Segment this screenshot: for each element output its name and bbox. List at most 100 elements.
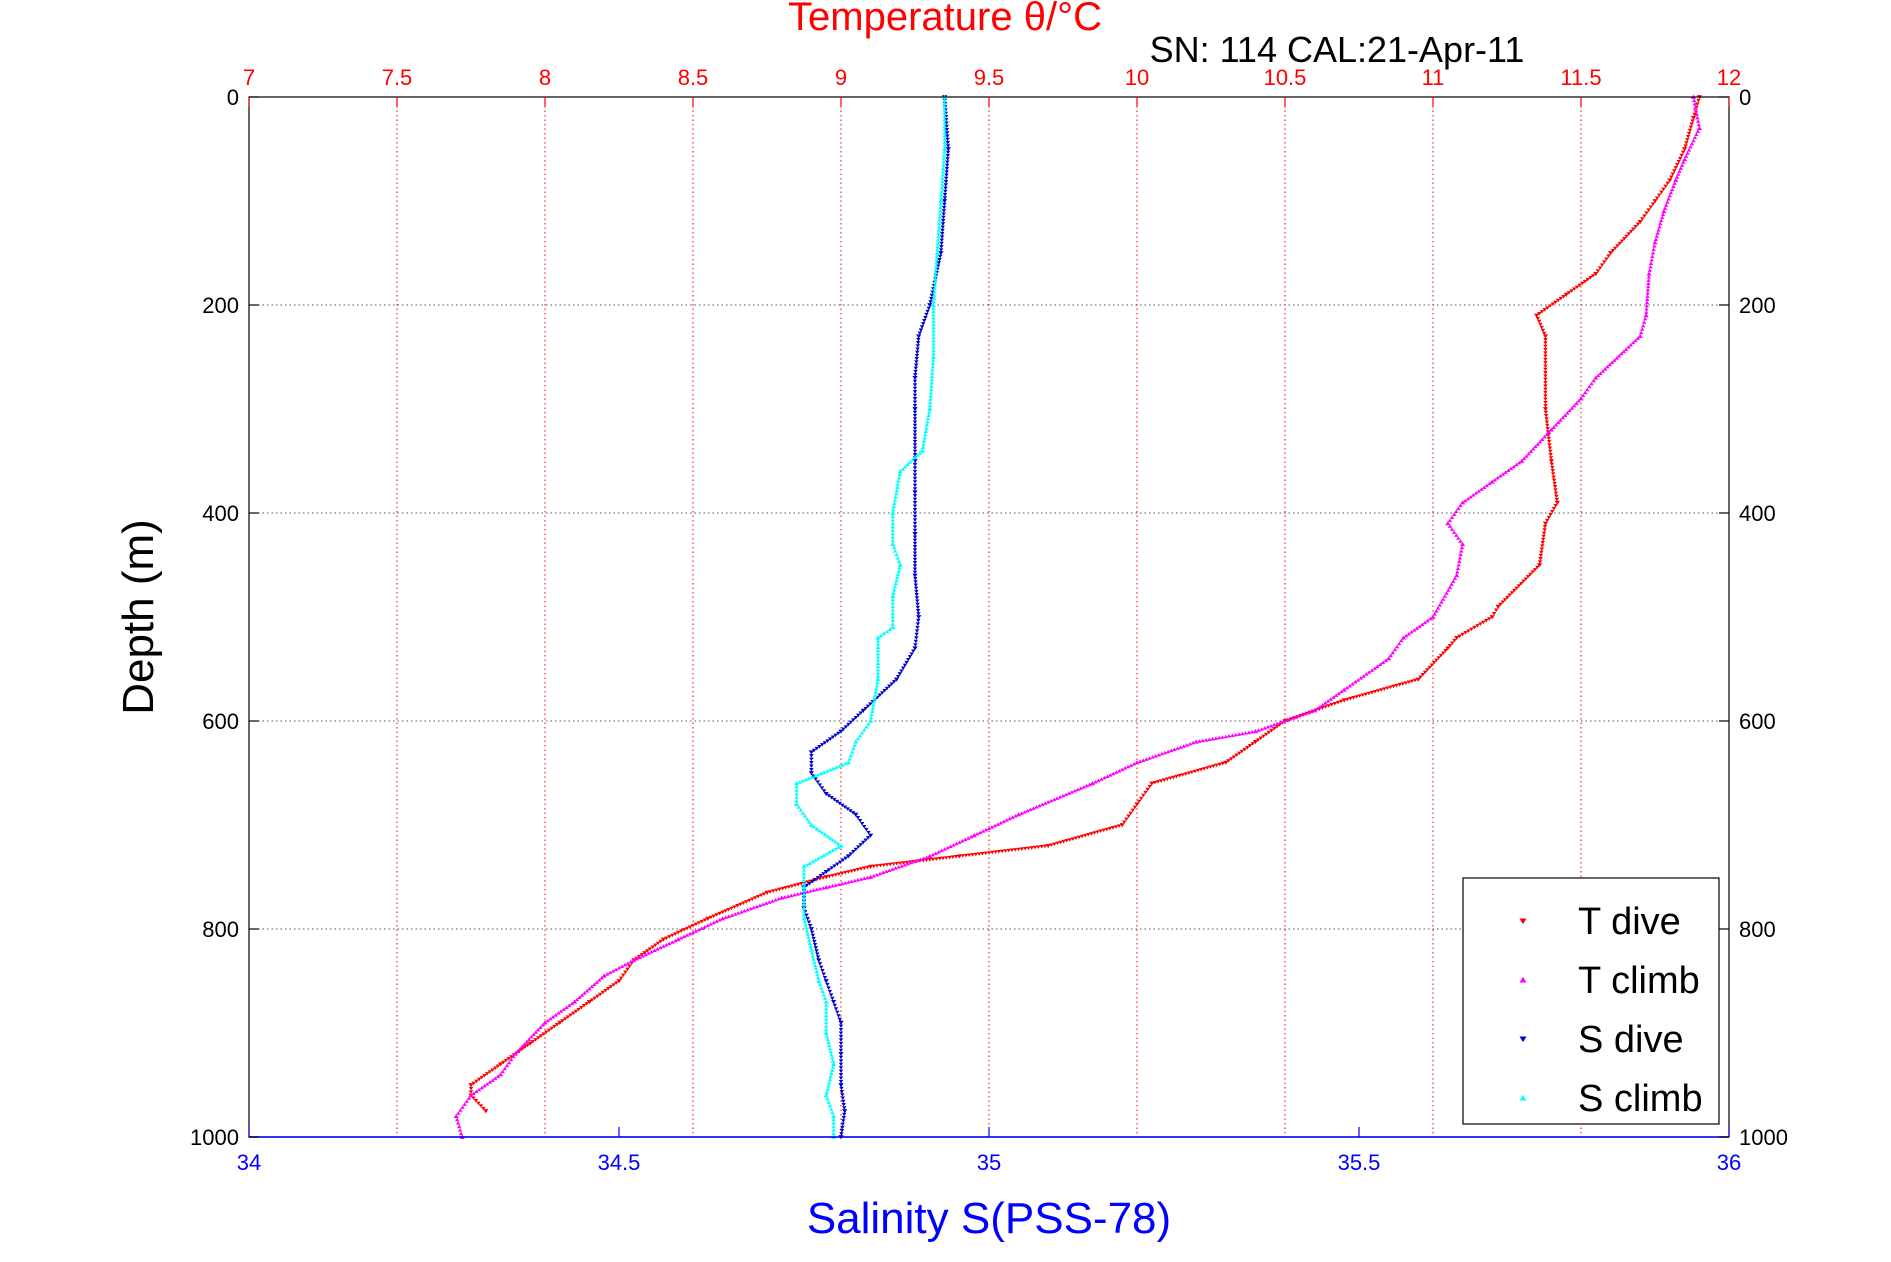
s-climb-point xyxy=(894,488,899,493)
t-dive-point xyxy=(888,862,893,867)
t-dive-point xyxy=(1542,525,1548,529)
t-climb-point xyxy=(1447,518,1453,522)
s-dive-point xyxy=(912,469,918,474)
s-dive-point xyxy=(944,166,950,171)
t-climb-point xyxy=(1323,701,1328,705)
t-dive-point xyxy=(1543,367,1548,372)
t-climb-point xyxy=(1403,633,1409,638)
s-climb-point xyxy=(822,832,828,836)
s-climb-point xyxy=(933,267,939,271)
s-dive-point xyxy=(884,686,890,691)
t-climb-point xyxy=(1471,493,1476,497)
s-climb-point xyxy=(931,296,937,301)
s-climb-point xyxy=(930,371,935,375)
s-climb-point xyxy=(934,260,939,265)
data-points xyxy=(453,94,1702,1140)
s-dive-point xyxy=(912,480,918,484)
t-climb-point xyxy=(1551,425,1556,429)
t-climb-point xyxy=(582,991,587,995)
t-climb-point xyxy=(652,948,657,953)
s-dive-point xyxy=(938,251,944,256)
s-climb-point xyxy=(929,377,935,382)
t-dive-point xyxy=(1541,537,1546,542)
t-climb-point xyxy=(1150,755,1155,759)
t-climb-point xyxy=(1692,135,1698,140)
t-dive-point xyxy=(503,1058,509,1063)
t-dive-point xyxy=(1612,246,1618,251)
s-dive-point xyxy=(889,682,894,686)
s-climb-point xyxy=(851,746,856,751)
s-dive-point xyxy=(838,1055,844,1060)
s-dive-point xyxy=(812,939,817,944)
s-dive-point xyxy=(826,868,832,872)
t-dive-point xyxy=(1436,656,1441,660)
t-dive-point xyxy=(1553,300,1558,305)
t-climb-point xyxy=(776,896,781,901)
right-axis-tick-label: 1000 xyxy=(1739,1125,1788,1150)
s-dive-point xyxy=(853,812,859,817)
chart-title: Temperature θ/°C xyxy=(788,0,1102,39)
t-dive-point xyxy=(1538,322,1543,327)
t-dive-point xyxy=(1685,134,1691,139)
s-climb-point xyxy=(935,241,941,245)
s-climb-point xyxy=(942,134,947,138)
t-climb-point xyxy=(1449,582,1454,586)
s-dive-point xyxy=(915,347,920,351)
t-dive-point xyxy=(1420,673,1425,677)
t-climb-point xyxy=(1691,98,1697,103)
t-dive-point xyxy=(1672,169,1677,173)
t-climb-point xyxy=(1484,483,1490,488)
t-dive-point xyxy=(1673,166,1678,170)
t-climb-point xyxy=(579,993,585,997)
t-dive-point xyxy=(1543,397,1548,402)
t-dive-point xyxy=(483,1109,489,1114)
s-dive-point xyxy=(834,799,840,804)
t-dive-point xyxy=(1335,700,1341,705)
t-dive-point xyxy=(1650,202,1656,206)
s-climb-point xyxy=(804,817,810,821)
t-dive-point xyxy=(1126,814,1131,819)
t-climb-point xyxy=(936,850,941,854)
t-climb-point xyxy=(1303,711,1308,716)
s-climb-point xyxy=(830,1110,835,1115)
t-climb-point xyxy=(1353,680,1358,684)
t-climb-point xyxy=(1665,200,1670,204)
t-climb-point xyxy=(896,865,901,869)
t-climb-point xyxy=(1031,806,1036,810)
t-dive-point xyxy=(1544,420,1550,424)
s-dive-point xyxy=(912,375,918,381)
s-climb-point xyxy=(926,413,931,417)
t-climb-point xyxy=(587,986,592,991)
t-climb-point xyxy=(1240,731,1245,736)
t-climb-point xyxy=(1645,287,1651,292)
t-dive-point xyxy=(1541,531,1547,535)
top-axis-tick-label: 11.5 xyxy=(1560,65,1601,90)
s-climb-point xyxy=(895,572,901,576)
t-climb-point xyxy=(1503,470,1508,474)
t-climb-point xyxy=(1271,722,1277,727)
s-dive-point xyxy=(804,913,809,918)
t-climb-point xyxy=(1217,735,1222,740)
s-dive-point xyxy=(836,1014,841,1018)
t-climb-point xyxy=(1558,418,1563,422)
t-dive-point xyxy=(980,851,985,856)
t-dive-point xyxy=(565,1015,571,1019)
t-climb-point xyxy=(1203,738,1209,742)
s-dive-point xyxy=(828,993,834,997)
s-climb-point xyxy=(806,938,812,942)
t-dive-point xyxy=(1481,620,1486,625)
s-climb-point xyxy=(857,733,863,738)
t-dive-point xyxy=(595,994,600,999)
t-climb-point xyxy=(1451,579,1456,583)
t-dive-point xyxy=(1543,361,1548,365)
t-dive-point xyxy=(1690,119,1695,123)
t-dive-point xyxy=(1536,563,1543,568)
t-dive-point xyxy=(592,996,597,1000)
t-dive-point xyxy=(891,862,896,866)
t-climb-point xyxy=(908,860,914,865)
t-climb-point xyxy=(1640,323,1646,328)
t-dive-point xyxy=(525,1043,530,1048)
t-dive-point xyxy=(536,1036,541,1040)
t-dive-point xyxy=(967,853,972,858)
t-dive-point xyxy=(1537,560,1543,564)
